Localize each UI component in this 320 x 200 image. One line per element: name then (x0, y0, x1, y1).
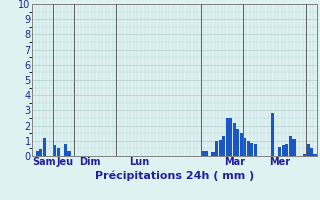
Bar (243, 138, 246, 156)
Bar (39, 149, 42, 156)
Bar (250, 143, 253, 156)
X-axis label: Précipitations 24h ( mm ): Précipitations 24h ( mm ) (95, 170, 254, 181)
Bar (236, 129, 239, 156)
Bar (201, 151, 204, 156)
Bar (212, 152, 215, 156)
Bar (282, 145, 285, 156)
Bar (278, 147, 282, 156)
Bar (271, 113, 275, 156)
Bar (67, 151, 70, 156)
Bar (233, 123, 236, 156)
Bar (222, 136, 225, 156)
Bar (229, 118, 232, 156)
Bar (43, 138, 46, 156)
Bar (57, 148, 60, 156)
Bar (307, 144, 309, 156)
Bar (292, 139, 296, 156)
Bar (289, 136, 292, 156)
Bar (64, 144, 67, 156)
Bar (285, 144, 289, 156)
Bar (254, 144, 257, 156)
Bar (310, 148, 313, 156)
Bar (240, 133, 243, 156)
Bar (226, 118, 229, 156)
Bar (314, 154, 316, 156)
Bar (247, 141, 250, 156)
Bar (204, 151, 208, 156)
Bar (36, 151, 39, 156)
Bar (219, 140, 222, 156)
Bar (53, 145, 56, 156)
Bar (215, 141, 218, 156)
Bar (303, 154, 306, 156)
